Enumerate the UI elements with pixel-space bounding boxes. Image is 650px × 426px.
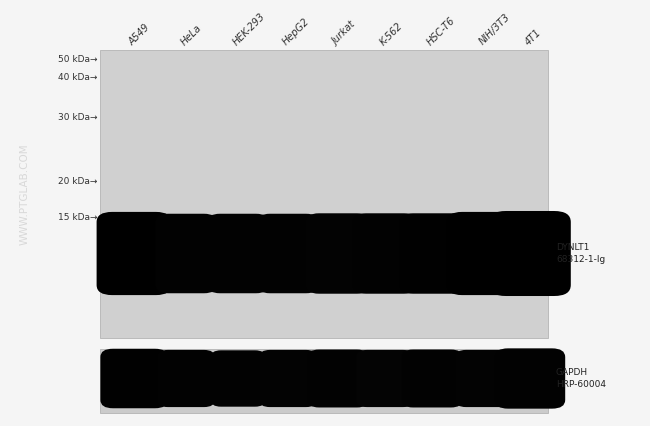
Text: 4T1: 4T1 [523, 27, 543, 47]
FancyBboxPatch shape [157, 350, 214, 407]
FancyBboxPatch shape [353, 213, 417, 294]
FancyBboxPatch shape [100, 349, 548, 413]
Text: 40 kDa→: 40 kDa→ [58, 74, 97, 83]
FancyBboxPatch shape [100, 349, 168, 408]
FancyBboxPatch shape [307, 349, 369, 408]
FancyBboxPatch shape [207, 214, 268, 293]
Text: HepG2: HepG2 [281, 16, 311, 47]
FancyBboxPatch shape [489, 211, 571, 296]
FancyBboxPatch shape [155, 214, 216, 293]
FancyBboxPatch shape [97, 212, 172, 295]
FancyBboxPatch shape [447, 212, 521, 295]
FancyBboxPatch shape [259, 350, 317, 407]
Text: 30 kDa→: 30 kDa→ [57, 113, 97, 123]
Text: HSC-T6: HSC-T6 [425, 15, 457, 47]
Text: 20 kDa→: 20 kDa→ [58, 178, 97, 187]
Text: GAPDH
HRP-60004: GAPDH HRP-60004 [556, 368, 606, 389]
FancyBboxPatch shape [356, 350, 414, 407]
Text: WWW.PTGLAB.COM: WWW.PTGLAB.COM [20, 143, 30, 245]
FancyBboxPatch shape [402, 349, 462, 408]
FancyBboxPatch shape [495, 348, 566, 409]
Text: HeLa: HeLa [179, 23, 203, 47]
FancyBboxPatch shape [400, 213, 464, 294]
FancyBboxPatch shape [306, 213, 370, 294]
FancyBboxPatch shape [455, 350, 513, 407]
Text: A549: A549 [127, 22, 152, 47]
FancyBboxPatch shape [100, 50, 548, 338]
FancyBboxPatch shape [211, 350, 265, 407]
Text: DYNLT1
68312-1-lg: DYNLT1 68312-1-lg [556, 243, 605, 264]
Text: NIH/3T3: NIH/3T3 [477, 12, 512, 47]
FancyBboxPatch shape [257, 214, 318, 293]
Text: Jurkat: Jurkat [331, 20, 358, 47]
Text: K-562: K-562 [378, 20, 404, 47]
Text: 15 kDa→: 15 kDa→ [57, 213, 97, 222]
Text: HEK-293: HEK-293 [231, 11, 267, 47]
Text: 50 kDa→: 50 kDa→ [57, 55, 97, 64]
